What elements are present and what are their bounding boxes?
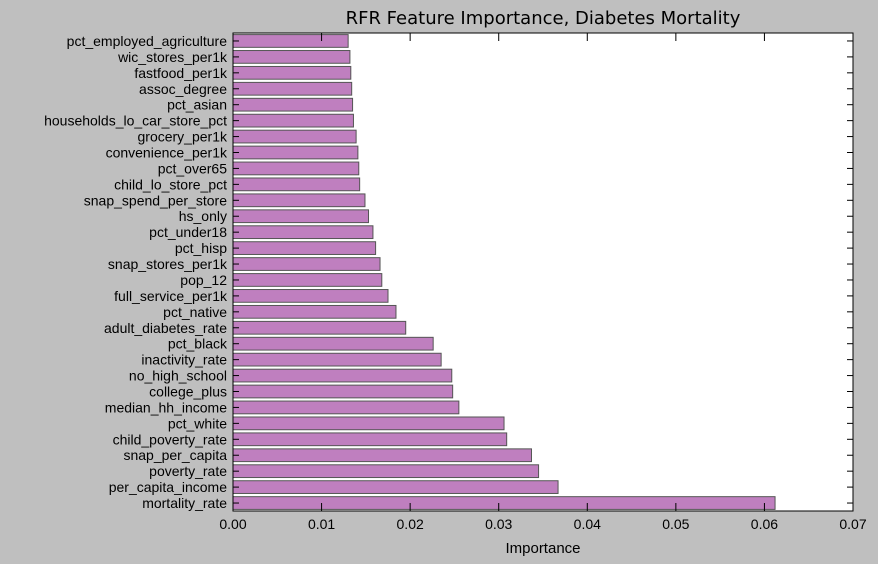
x-tick-label: 0.06 bbox=[751, 516, 778, 532]
y-tick-label: fastfood_per1k bbox=[134, 65, 228, 81]
x-tick-label: 0.07 bbox=[839, 516, 866, 532]
y-tick-label: hs_only bbox=[179, 208, 227, 224]
ticks-group: mortality_rateper_capita_incomepoverty_r… bbox=[44, 33, 867, 532]
bar-college_plus bbox=[232, 384, 454, 399]
y-tick-label: wic_stores_per1k bbox=[117, 49, 228, 65]
chart-title: RFR Feature Importance, Diabetes Mortali… bbox=[346, 8, 741, 29]
bar-pct_native bbox=[232, 304, 397, 319]
y-tick-label: pct_black bbox=[168, 336, 228, 352]
bar-snap_spend_per_store bbox=[232, 193, 366, 208]
bar-mortality_rate bbox=[232, 496, 776, 510]
bar-child_lo_store_pct bbox=[232, 177, 361, 192]
y-tick-label: child_poverty_rate bbox=[113, 431, 228, 447]
y-tick-label: adult_diabetes_rate bbox=[104, 320, 227, 336]
y-tick-label: snap_spend_per_store bbox=[84, 192, 227, 208]
y-tick-label: poverty_rate bbox=[149, 463, 227, 479]
bar-child_poverty_rate bbox=[232, 432, 508, 447]
y-tick-label: snap_stores_per1k bbox=[108, 256, 228, 272]
x-tick-label: 0.03 bbox=[485, 516, 512, 532]
y-tick-label: snap_per_capita bbox=[123, 447, 227, 463]
x-tick-label: 0.01 bbox=[308, 516, 335, 532]
bar-pct_employed_agriculture bbox=[232, 34, 349, 48]
bar-convenience_per1k bbox=[232, 145, 359, 160]
y-tick-label: mortality_rate bbox=[142, 495, 227, 511]
y-tick-label: college_plus bbox=[149, 384, 227, 400]
y-tick-label: median_hh_income bbox=[105, 399, 227, 415]
x-tick-label: 0.05 bbox=[662, 516, 689, 532]
bar-pct_white bbox=[232, 416, 505, 431]
bar-hs_only bbox=[232, 209, 370, 224]
bar-pct_over65 bbox=[232, 161, 360, 176]
y-tick-label: pct_native bbox=[163, 304, 227, 320]
bar-adult_diabetes_rate bbox=[232, 320, 407, 335]
y-tick-label: pct_hisp bbox=[175, 240, 227, 256]
y-tick-label: inactivity_rate bbox=[141, 352, 227, 368]
y-tick-label: pct_white bbox=[168, 415, 227, 431]
bar-no_high_school bbox=[232, 368, 453, 383]
bar-inactivity_rate bbox=[232, 352, 442, 367]
y-tick-label: pop_12 bbox=[180, 272, 227, 288]
bar-households_lo_car_store_pct bbox=[232, 113, 354, 128]
bar-median_hh_income bbox=[232, 400, 460, 415]
bar-per_capita_income bbox=[232, 480, 559, 494]
bar-pct_black bbox=[232, 336, 434, 351]
y-tick-label: pct_employed_agriculture bbox=[67, 33, 228, 49]
bar-snap_stores_per1k bbox=[232, 257, 381, 271]
y-tick-label: full_service_per1k bbox=[114, 288, 228, 304]
bar-snap_per_capita bbox=[232, 448, 532, 463]
y-tick-label: pct_asian bbox=[167, 97, 227, 113]
y-tick-label: assoc_degree bbox=[139, 81, 227, 97]
bar-poverty_rate bbox=[232, 464, 540, 479]
plot-frame bbox=[232, 32, 854, 512]
y-tick-label: households_lo_car_store_pct bbox=[44, 113, 227, 129]
x-tick-label: 0.02 bbox=[397, 516, 424, 532]
y-tick-label: pct_under18 bbox=[149, 224, 227, 240]
x-axis-label: Importance bbox=[505, 540, 580, 557]
y-tick-label: convenience_per1k bbox=[106, 145, 228, 161]
y-tick-label: per_capita_income bbox=[109, 479, 228, 495]
x-tick-label: 0.00 bbox=[219, 516, 246, 532]
bar-full_service_per1k bbox=[232, 289, 389, 303]
bar-wic_stores_per1k bbox=[232, 50, 351, 64]
bar-fastfood_per1k bbox=[232, 65, 352, 80]
plot-area bbox=[233, 33, 853, 511]
bar-grocery_per1k bbox=[232, 129, 357, 144]
x-tick-label: 0.04 bbox=[574, 516, 601, 532]
y-tick-label: child_lo_store_pct bbox=[114, 176, 227, 192]
y-tick-label: grocery_per1k bbox=[138, 129, 228, 145]
bar-pct_hisp bbox=[232, 241, 377, 255]
bar-pop_12 bbox=[232, 273, 383, 287]
y-tick-label: no_high_school bbox=[129, 368, 227, 384]
bar-pct_asian bbox=[232, 97, 354, 112]
bar-assoc_degree bbox=[232, 81, 353, 96]
bar-pct_under18 bbox=[232, 225, 374, 240]
y-tick-label: pct_over65 bbox=[158, 160, 227, 176]
